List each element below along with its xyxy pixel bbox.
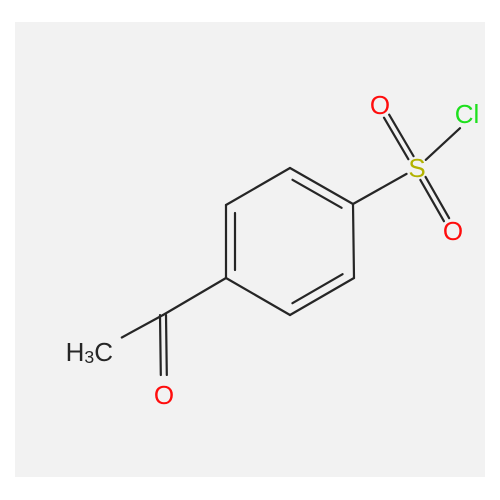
bond — [353, 174, 407, 204]
molecule-diagram: H3C O S O O Cl — [15, 22, 485, 477]
chlorine-label: Cl — [455, 99, 480, 129]
bond — [290, 278, 354, 315]
oxygen-label: O — [154, 380, 174, 410]
bond — [384, 118, 408, 159]
canvas: H3C O S O O Cl — [0, 0, 500, 500]
oxygen-label: O — [443, 216, 463, 246]
bond — [166, 315, 167, 375]
structure-panel: H3C O S O O Cl — [15, 22, 485, 477]
bond — [426, 128, 460, 160]
bond — [353, 204, 354, 278]
methyl-label: H3C — [66, 337, 113, 367]
bond — [426, 177, 450, 218]
bond — [163, 278, 226, 315]
bond — [420, 180, 444, 221]
bond — [389, 115, 413, 156]
bond — [226, 168, 290, 205]
bond — [290, 168, 353, 204]
bond — [226, 278, 290, 315]
oxygen-label: O — [370, 90, 390, 120]
bond — [160, 315, 161, 375]
sulfur-label: S — [408, 153, 425, 183]
bond — [122, 315, 163, 338]
